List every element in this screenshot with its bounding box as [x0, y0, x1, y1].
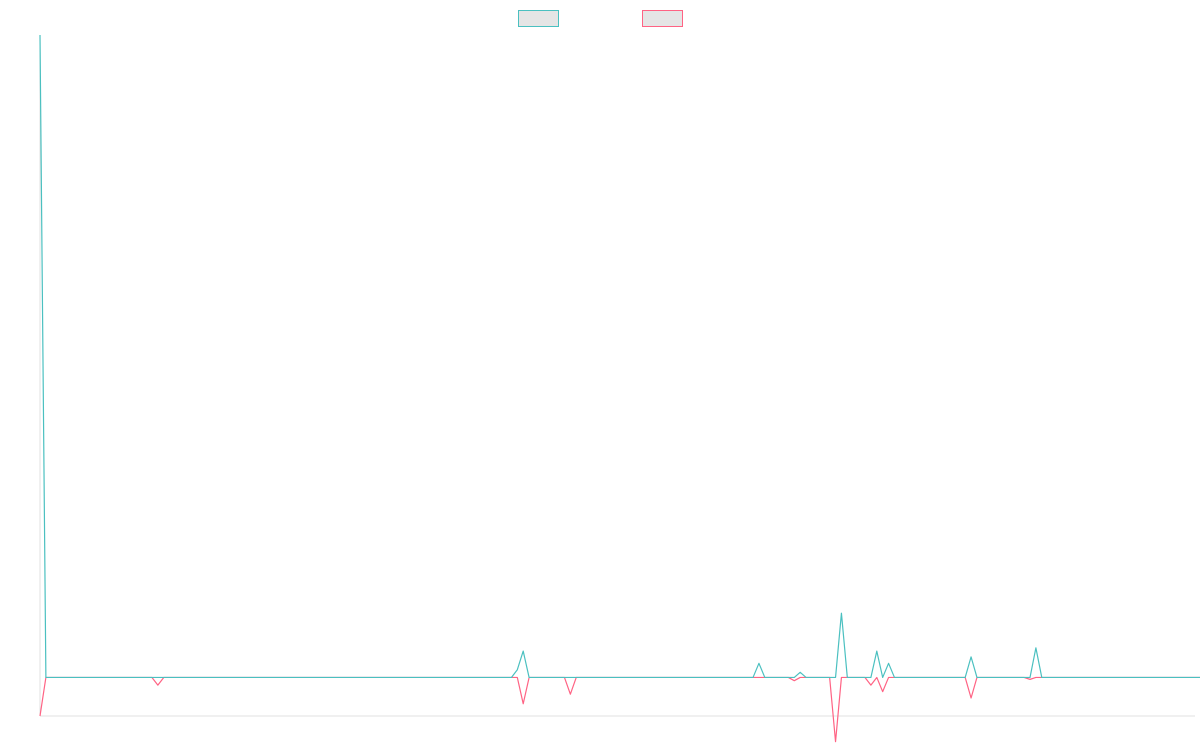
legend-swatch-1[interactable]	[518, 10, 559, 27]
series-line-2	[39, 676, 1200, 743]
legend-item-2[interactable]	[642, 10, 683, 27]
series-line-1	[39, 34, 1200, 679]
series-layer	[39, 34, 1200, 743]
axes	[39, 35, 1195, 717]
legend	[518, 10, 683, 27]
legend-swatch-2[interactable]	[642, 10, 683, 27]
legend-item-1[interactable]	[518, 10, 559, 27]
